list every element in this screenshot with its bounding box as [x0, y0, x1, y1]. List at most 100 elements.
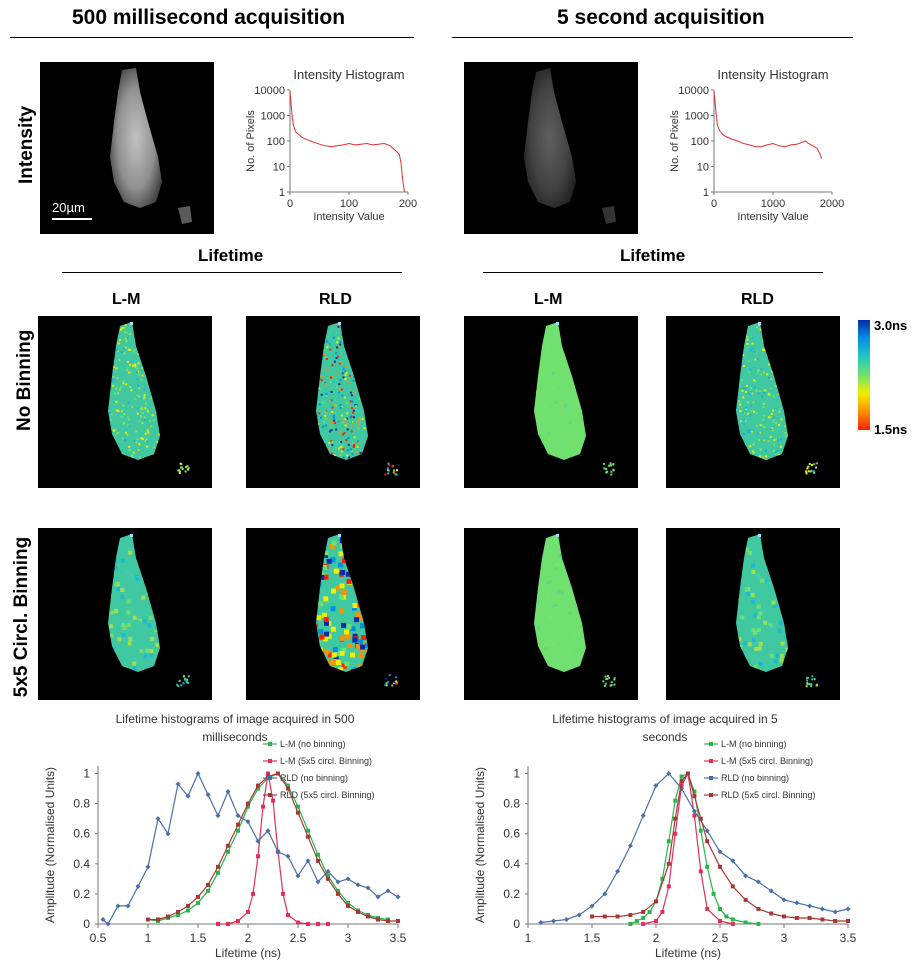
data-point	[718, 918, 722, 923]
x-tick-label: 3	[781, 931, 788, 945]
legend-entry: L-M (5x5 circl. Binning)	[280, 756, 372, 766]
y-tick-label: 0.8	[503, 797, 520, 811]
data-point	[538, 919, 544, 925]
y-tick-label: 1	[279, 187, 285, 199]
data-point	[236, 822, 240, 827]
data-point	[627, 843, 633, 849]
legend-marker	[268, 776, 272, 780]
x-tick-label: 2000	[820, 198, 844, 210]
lifetime-header-right: Lifetime	[620, 246, 686, 265]
left-title-divider	[10, 37, 414, 38]
histogram-line	[289, 91, 405, 193]
x-tick-label: 200	[399, 198, 417, 210]
data-point	[306, 834, 310, 839]
right-panel-title: 5 second acquisition	[557, 6, 765, 29]
lifetime-map-lm-5s-bin	[464, 528, 638, 700]
data-point	[679, 779, 684, 784]
data-point	[186, 908, 190, 913]
data-point	[628, 922, 633, 926]
legend-entry: L-M (no binning)	[721, 739, 787, 749]
data-point	[845, 906, 851, 912]
data-point	[266, 771, 270, 776]
y-tick-label: 100	[691, 136, 709, 148]
data-point	[634, 918, 639, 923]
data-point	[155, 816, 161, 822]
legend-entry: RLD (5x5 circl. Binning)	[721, 790, 816, 800]
data-point	[346, 900, 350, 905]
data-point	[175, 781, 181, 787]
data-point	[666, 839, 671, 844]
data-point	[205, 792, 211, 798]
data-point	[285, 853, 291, 859]
y-tick-label: 1000	[685, 111, 709, 123]
x-tick-label: 1.5	[190, 931, 207, 945]
data-point	[698, 828, 703, 833]
data-point	[316, 852, 320, 857]
data-point	[711, 891, 716, 896]
data-point	[679, 774, 684, 779]
x-tick-label: 1.5	[584, 931, 601, 945]
data-point	[647, 909, 652, 914]
intensity-image-500ms: 20µm	[40, 62, 214, 234]
data-point	[185, 793, 191, 799]
lifetime-map-rld-500ms-bin	[246, 528, 420, 700]
data-point	[271, 798, 275, 803]
series-line	[218, 773, 328, 925]
data-point	[196, 900, 200, 905]
data-point	[756, 922, 761, 926]
lifetime-divider-right	[483, 272, 823, 273]
y-tick-label: 10000	[254, 85, 285, 97]
data-point	[704, 828, 710, 834]
histogram-line	[713, 91, 822, 159]
data-point	[375, 894, 381, 900]
x-tick-label: 3	[345, 931, 352, 945]
data-point	[206, 882, 210, 887]
col-label-lm-right: L-M	[534, 291, 563, 308]
legend-marker	[709, 776, 713, 780]
data-point	[225, 789, 231, 795]
y-tick-label: 0.6	[73, 827, 90, 841]
data-point	[660, 909, 665, 914]
data-point	[281, 891, 285, 896]
data-point	[654, 899, 658, 904]
scale-bar-label: 20µm	[52, 200, 85, 215]
data-point	[807, 915, 812, 920]
data-point	[724, 914, 729, 919]
data-point	[146, 917, 150, 922]
data-point	[692, 794, 697, 799]
data-point	[335, 879, 341, 885]
data-point	[641, 909, 646, 914]
y-tick-label: 0.8	[73, 797, 90, 811]
legend-entry: RLD (5x5 circl. Binning)	[280, 790, 375, 800]
data-point	[673, 816, 678, 821]
left-panel-title: 500 millisecond acquisition	[72, 6, 346, 29]
y-tick-label: 10	[273, 162, 285, 174]
data-point	[246, 909, 250, 914]
data-point	[286, 783, 290, 788]
y-axis-label: No. of Pixels	[669, 110, 681, 172]
data-point	[705, 839, 710, 844]
chart-title: Intensity Histogram	[293, 67, 404, 82]
data-point	[215, 813, 221, 819]
x-tick-label: 2	[245, 931, 252, 945]
data-point	[316, 922, 320, 926]
data-point	[730, 858, 736, 864]
data-point	[691, 808, 697, 814]
data-point	[673, 798, 678, 803]
data-point	[275, 849, 281, 855]
x-tick-label: 1	[525, 931, 532, 945]
data-point	[156, 917, 160, 922]
data-point	[756, 906, 761, 911]
data-point	[807, 903, 813, 909]
data-point	[261, 804, 265, 809]
data-point	[345, 876, 351, 882]
data-point	[602, 914, 607, 919]
data-point	[226, 843, 230, 848]
x-axis-label: Intensity Value	[313, 211, 384, 223]
data-point	[125, 903, 131, 909]
lifetime-map-lm-500ms-bin	[38, 528, 212, 700]
lifetime-histogram-500ms: Lifetime histograms of image acquired in…	[43, 712, 407, 960]
data-point	[236, 918, 240, 923]
data-point	[246, 801, 250, 806]
lifetime-map-lm-5s-nobin	[464, 316, 638, 488]
